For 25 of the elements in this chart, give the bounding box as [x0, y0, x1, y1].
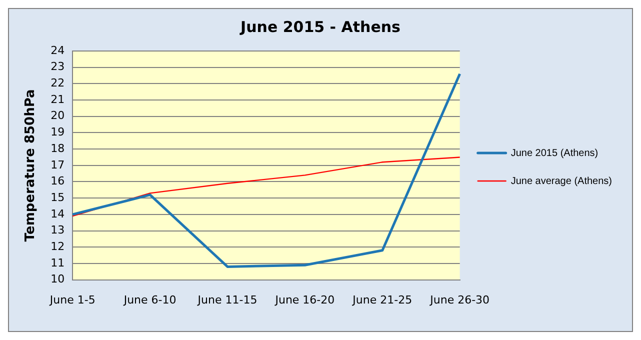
x-tick-label: June 16-20: [274, 293, 335, 306]
x-tick-label: June 1-5: [48, 293, 96, 306]
y-tick-label: 20: [50, 109, 65, 122]
y-tick-label: 11: [50, 256, 65, 270]
y-tick-label: 22: [50, 76, 65, 90]
x-tick-label: June 6-10: [122, 293, 176, 306]
y-tick-label: 12: [50, 240, 65, 253]
chart-title: June 2015 - Athens: [240, 18, 401, 36]
legend-label: June 2015 (Athens): [510, 148, 598, 159]
legend-label: June average (Athens): [510, 176, 612, 187]
y-tick-label: 14: [50, 207, 65, 220]
y-tick-label: 18: [50, 142, 65, 155]
y-tick-label: 24: [50, 44, 65, 57]
y-tick-label: 17: [50, 158, 65, 172]
y-axis-title: Temperature 850hPa: [23, 89, 38, 242]
y-tick-label: 16: [50, 174, 65, 188]
y-tick-label: 10: [50, 272, 65, 286]
y-tick-label: 13: [50, 224, 65, 237]
x-tick-label: June 21-25: [352, 293, 412, 306]
x-tick-label: June 26-30: [429, 293, 490, 306]
y-tick-label: 23: [50, 60, 65, 74]
x-tick-label: June 11-15: [196, 293, 258, 306]
y-tick-label: 19: [50, 126, 65, 139]
y-tick-label: 21: [50, 92, 65, 106]
y-tick-label: 15: [50, 190, 65, 204]
